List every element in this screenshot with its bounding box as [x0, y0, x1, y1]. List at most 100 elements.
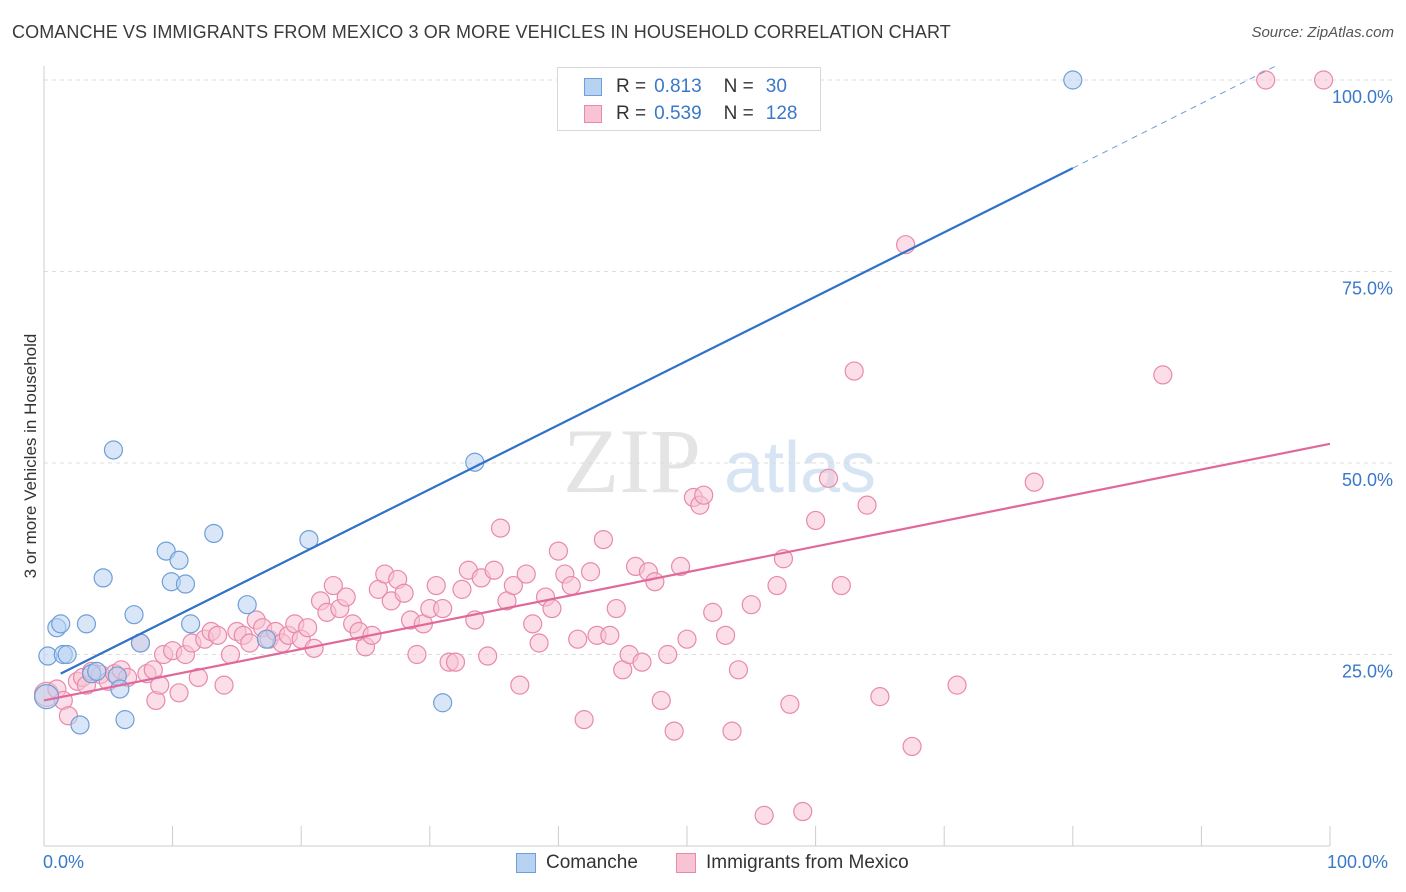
mexico-point	[548, 541, 569, 561]
comanche-point	[204, 523, 224, 544]
mexico-point	[490, 518, 511, 538]
y-tick-label: 25.0%	[1342, 662, 1393, 682]
mexico-point	[741, 595, 761, 615]
mexico-point	[754, 805, 774, 825]
mexico-point	[902, 736, 922, 757]
mexico-point	[150, 675, 170, 695]
mexico-point	[433, 598, 453, 619]
mexico-point	[516, 564, 536, 584]
comanche-point	[1063, 70, 1083, 90]
legend-item-mexico: Immigrants from Mexico	[676, 852, 909, 874]
comanche-point	[103, 440, 124, 460]
mexico-point	[1313, 70, 1334, 90]
comanche-point	[181, 614, 201, 634]
y-tick-label: 75.0%	[1342, 279, 1393, 299]
mexico-point	[220, 644, 241, 665]
mexico-point	[298, 618, 318, 638]
mexico-point	[542, 598, 562, 619]
axes	[43, 66, 1331, 847]
comanche-point	[465, 452, 485, 472]
mexico-point	[715, 625, 736, 645]
watermark-atlas: atlas	[724, 428, 876, 508]
grid-lines	[44, 79, 1394, 655]
legend-n-value: 128	[765, 103, 798, 124]
mexico-point	[658, 644, 678, 665]
mexico-point	[722, 721, 742, 741]
x-tick-label-max: 100.0%	[1327, 852, 1389, 872]
trend-lines	[43, 64, 1331, 702]
comanche-point	[110, 679, 130, 699]
mexico-point	[645, 572, 665, 592]
mexico-point	[793, 801, 813, 822]
comanche-point	[115, 710, 135, 730]
mexico-point	[831, 575, 851, 596]
mexico-point	[510, 675, 530, 695]
mexico-point	[857, 495, 877, 515]
mexico-point	[947, 675, 967, 695]
mexico-point	[529, 633, 549, 653]
x-tick-label-min: 0.0%	[43, 852, 85, 872]
mexico-point	[694, 485, 714, 505]
legend-r-label: R =	[616, 76, 647, 97]
mexico-point	[600, 625, 620, 645]
mexico-point	[870, 687, 890, 707]
legend-n-label: N =	[723, 103, 754, 124]
comanche-point	[175, 574, 196, 594]
watermark: ZIP atlas	[563, 410, 876, 512]
y-tick-labels: 25.0% 50.0% 75.0% 100.0%	[1332, 87, 1393, 682]
legend-item-comanche: Comanche	[516, 852, 638, 874]
legend-row-mexico: R = 0.539 N = 128	[584, 102, 797, 126]
mexico-point	[574, 710, 594, 730]
legend-n-label: N =	[723, 76, 754, 97]
comanche-point	[51, 614, 71, 634]
mexico-point	[478, 646, 498, 666]
comanche-point	[124, 605, 144, 625]
stats-legend: R = 0.813 N = 30 R = 0.539 N = 128	[557, 67, 821, 131]
y-tick-label: 100.0%	[1332, 87, 1393, 107]
comanche-point	[70, 715, 90, 735]
mexico-point	[568, 629, 588, 649]
comanche-point	[87, 661, 107, 681]
mexico-point	[703, 602, 723, 622]
comanche-point	[237, 595, 257, 615]
mexico-point	[407, 644, 427, 665]
comanche-trend-line	[60, 167, 1074, 675]
mexico-point	[593, 529, 614, 550]
mexico-point	[670, 556, 691, 577]
comanche-point	[256, 629, 277, 649]
mexico-point	[336, 587, 356, 607]
mexico-point	[561, 575, 581, 596]
mexico-point	[426, 575, 446, 596]
legend-n-value: 30	[765, 76, 787, 97]
y-tick-label: 50.0%	[1342, 470, 1393, 490]
comanche-point	[57, 644, 77, 665]
mexico-point	[728, 660, 749, 680]
mexico-point	[780, 694, 800, 714]
mexico-point	[452, 579, 472, 599]
mexico-point	[651, 690, 671, 711]
mexico-point	[818, 468, 839, 488]
mexico-point	[240, 633, 260, 653]
mexico-point	[484, 560, 504, 580]
comanche-point	[76, 614, 97, 634]
legend-r-label: R =	[616, 103, 647, 124]
mexico-point	[503, 575, 523, 596]
mexico-point	[188, 667, 208, 688]
mexico-point	[677, 629, 697, 649]
comanche-point	[433, 693, 453, 713]
mexico-trend-line	[43, 442, 1331, 702]
legend-label-comanche: Comanche	[546, 852, 638, 873]
mexico-point	[323, 575, 343, 596]
series-legend: Comanche Immigrants from Mexico	[0, 852, 1406, 878]
comanche-point	[169, 550, 189, 570]
legend-swatch-comanche	[516, 853, 536, 873]
comanche-point	[33, 684, 60, 710]
y-axis-label: 3 or more Vehicles in Household	[21, 333, 40, 579]
comanche-trend-extension	[1072, 64, 1279, 169]
mexico-point	[580, 562, 601, 582]
mexico-point	[767, 575, 787, 596]
legend-r-value: 0.813	[654, 76, 702, 97]
mexico-point	[1256, 70, 1276, 90]
mexico-points	[33, 70, 1334, 825]
